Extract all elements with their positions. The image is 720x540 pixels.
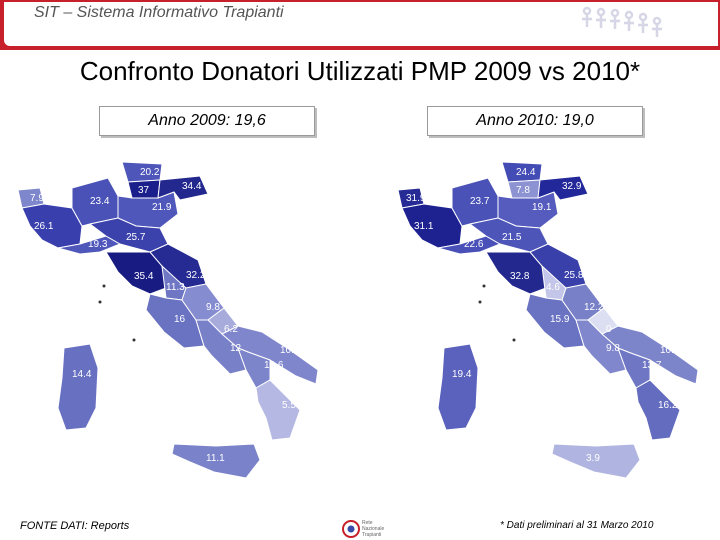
header-title: SIT – Sistema Informativo Trapianti <box>34 4 284 21</box>
preliminary-note: * Dati preliminari al 31 Marzo 2010 <box>500 520 654 531</box>
value-sardegna: 19.4 <box>452 369 472 380</box>
island-dot <box>478 300 482 304</box>
value-piemonte: 26.1 <box>34 221 54 232</box>
value-sicilia: 3.9 <box>586 453 600 464</box>
people-logo-icon <box>582 6 662 37</box>
rete-trapianti-logo-icon: Rete Nazionale Trapianti <box>342 520 384 538</box>
italy-map-2009: 7.9 26.1 23.4 20.2 37 21.9 34.4 19.3 25.… <box>0 148 350 483</box>
value-liguria: 22.6 <box>464 239 484 250</box>
value-sicilia: 11.1 <box>206 453 225 464</box>
value-friuli: 32.9 <box>562 181 582 192</box>
value-campania: 12 <box>230 343 242 354</box>
value-marche: 25.8 <box>564 270 584 281</box>
island-dot <box>512 338 516 342</box>
value-friuli: 34.4 <box>182 181 202 192</box>
value-lazio: 16 <box>174 314 186 325</box>
value-trento: 7.8 <box>516 185 530 196</box>
region-calabria <box>635 379 681 441</box>
year-2010-label: Anno 2010: 19,0 <box>427 106 643 136</box>
island-dot <box>102 284 106 288</box>
value-molise: 6.2 <box>224 324 238 335</box>
value-abruzzo: 9.8 <box>206 302 220 313</box>
value-abruzzo: 12.2 <box>584 302 604 313</box>
value-marche: 32.2 <box>186 270 206 281</box>
value-liguria: 19.3 <box>88 239 108 250</box>
value-piemonte: 31.1 <box>414 221 434 232</box>
value-bolzano: 24.4 <box>516 167 536 178</box>
value-molise: 0 <box>606 324 612 335</box>
header-panel: SIT – Sistema Informativo Trapianti <box>4 2 718 46</box>
value-aosta: 7.9 <box>30 193 44 204</box>
value-veneto: 19.1 <box>532 202 552 213</box>
region-friuli <box>157 175 209 201</box>
value-bolzano: 20.2 <box>140 167 160 178</box>
value-lombardia: 23.4 <box>90 196 110 207</box>
logo-text-line-3: Trapianti <box>362 532 381 538</box>
page-title: Confronto Donatori Utilizzati PMP 2009 v… <box>79 56 641 86</box>
region-puglia <box>221 325 319 385</box>
source-note: FONTE DATI: Reports <box>20 520 130 532</box>
region-friuli <box>537 175 589 201</box>
value-lazio: 15.9 <box>550 314 570 325</box>
value-basilicata: 10.6 <box>264 360 284 371</box>
value-puglia: 10.9 <box>660 345 680 356</box>
value-calabria: 5.5 <box>282 400 296 411</box>
island-dot <box>482 284 486 288</box>
value-basilicata: 13.7 <box>642 360 662 371</box>
logo-text-line-1: Rete <box>362 520 373 526</box>
value-toscana: 32.8 <box>510 271 530 282</box>
region-puglia <box>601 325 699 385</box>
value-aosta: 31.9 <box>406 193 426 204</box>
value-emilia: 21.5 <box>502 232 522 243</box>
value-campania: 9.8 <box>606 343 620 354</box>
value-calabria: 16.2 <box>658 400 678 411</box>
value-puglia: 10.1 <box>280 345 300 356</box>
region-sardegna <box>57 343 99 431</box>
value-lombardia: 23.7 <box>470 196 490 207</box>
value-veneto: 21.9 <box>152 202 172 213</box>
header-band: SIT – Sistema Informativo Trapianti <box>0 0 720 50</box>
island-dot <box>98 300 102 304</box>
value-trento: 37 <box>138 185 150 196</box>
value-sardegna: 14.4 <box>72 369 92 380</box>
island-dot <box>132 338 136 342</box>
value-emilia: 25.7 <box>126 232 146 243</box>
logo-text-line-2: Nazionale <box>362 526 384 532</box>
italy-map-2010: 31.9 31.1 23.7 24.4 7.8 19.1 32.9 22.6 2… <box>380 148 720 483</box>
value-umbria: 11.3 <box>166 282 185 293</box>
region-sardegna <box>437 343 479 431</box>
value-umbria: 4.6 <box>546 282 560 293</box>
year-2009-label: Anno 2009: 19,6 <box>99 106 315 136</box>
value-toscana: 35.4 <box>134 271 154 282</box>
region-calabria <box>255 379 301 441</box>
